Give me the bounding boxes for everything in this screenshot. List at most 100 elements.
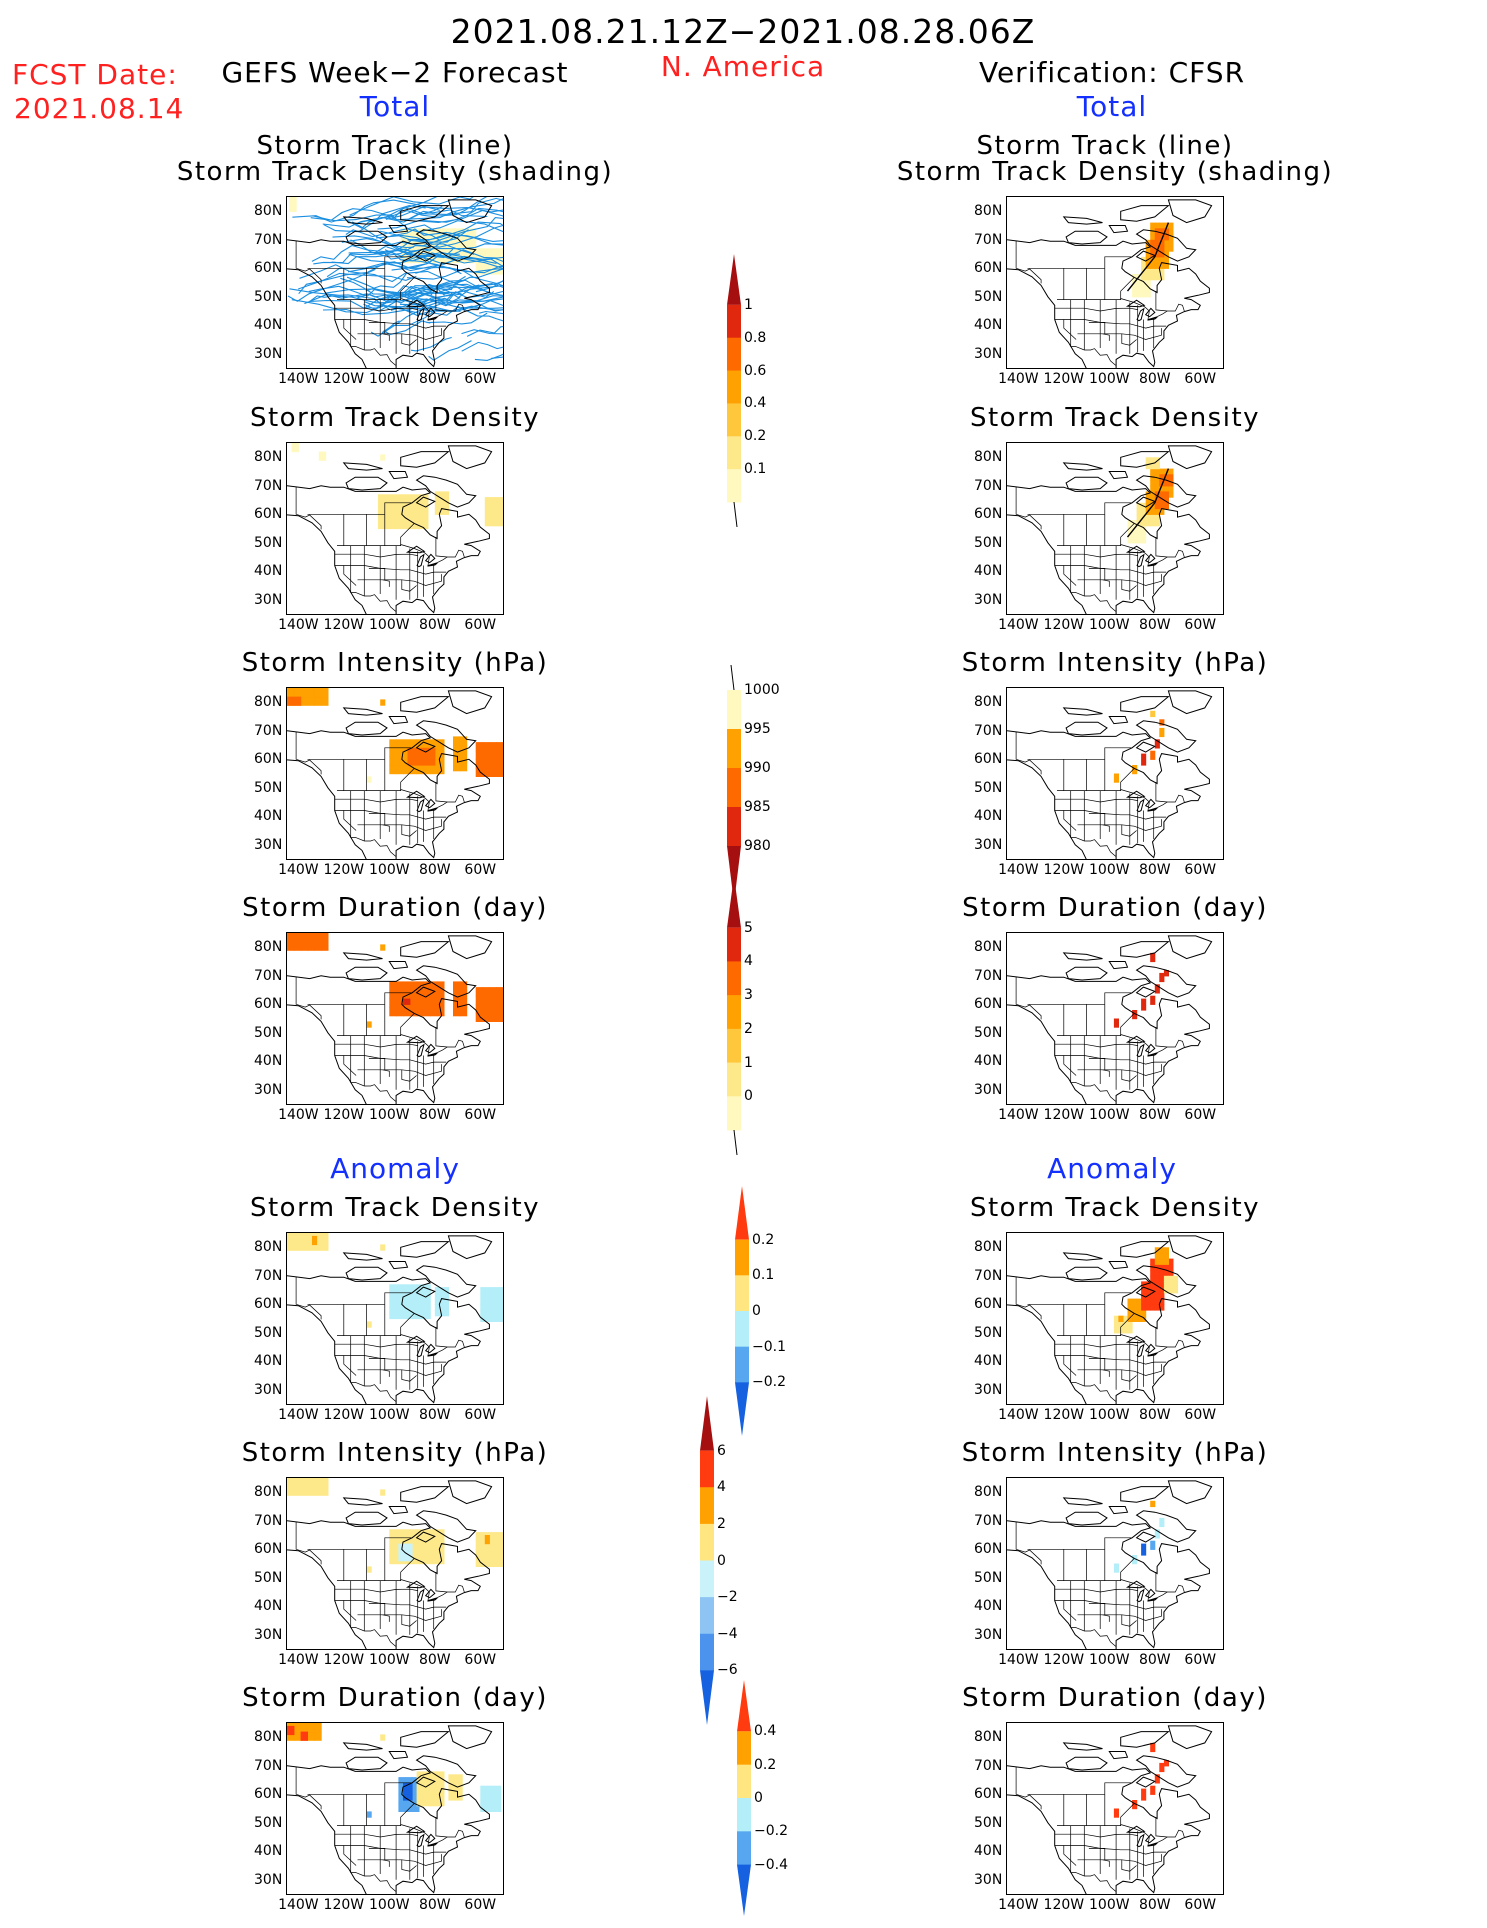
lat-tick-label: 40N bbox=[974, 1843, 1003, 1860]
shading-cell bbox=[498, 1298, 503, 1305]
shading-cell bbox=[1150, 1292, 1156, 1300]
shading-cell bbox=[293, 696, 302, 706]
shading-cell bbox=[396, 998, 404, 1008]
lon-tick-label: 60W bbox=[464, 1107, 497, 1123]
map-svg bbox=[1007, 1235, 1213, 1404]
shading-cell bbox=[1159, 485, 1165, 493]
shading-cell bbox=[409, 998, 418, 1008]
shading-cell bbox=[389, 1295, 395, 1302]
map-svg bbox=[287, 1478, 503, 1649]
shading-cell bbox=[409, 990, 418, 1000]
colorbar-label: 0.2 bbox=[752, 1231, 775, 1248]
shading-cell bbox=[416, 1295, 422, 1302]
shading-cell bbox=[493, 1794, 502, 1804]
colorbar-segment bbox=[737, 1680, 751, 1732]
shading-cell bbox=[389, 1290, 395, 1297]
shading-cell bbox=[412, 1307, 418, 1314]
lon-tick-label: 140W bbox=[998, 371, 1039, 387]
shading-cell bbox=[423, 1007, 431, 1017]
shading-cell bbox=[409, 494, 415, 501]
colorbar-density_anom bbox=[735, 1186, 749, 1436]
shading-cell bbox=[412, 1301, 418, 1308]
shading-cell bbox=[487, 1785, 495, 1795]
shading-cell bbox=[421, 228, 429, 238]
coastline bbox=[1007, 199, 1213, 368]
shading-cell bbox=[287, 941, 295, 951]
storm-track-line bbox=[311, 244, 407, 262]
shading-cell bbox=[1141, 998, 1147, 1011]
lon-tick-label: 80W bbox=[1138, 1897, 1171, 1913]
shading-cell bbox=[1141, 1543, 1147, 1556]
lat-tick-label: 40N bbox=[254, 1598, 283, 1615]
shading-cell bbox=[1150, 274, 1156, 281]
lon-tick-label: 140W bbox=[278, 1107, 319, 1123]
shading-cell bbox=[425, 1290, 431, 1297]
colorbar-label: 4 bbox=[717, 1479, 726, 1496]
lon-tick-label: 120W bbox=[1043, 1652, 1085, 1668]
shading-cell bbox=[412, 1785, 420, 1795]
shading-cell bbox=[403, 739, 411, 749]
colorbar-segment bbox=[700, 1396, 714, 1451]
shading-cell bbox=[1159, 228, 1165, 235]
shading-cell bbox=[1145, 245, 1151, 252]
lon-tick-label: 120W bbox=[323, 862, 365, 878]
shading-cell bbox=[1163, 1281, 1169, 1288]
shading-cell bbox=[430, 981, 438, 991]
shading-cell bbox=[430, 1771, 438, 1781]
shading-cell bbox=[453, 753, 461, 763]
lat-tick-label: 50N bbox=[974, 288, 1003, 305]
shading-cell bbox=[1127, 1304, 1133, 1311]
shading-cell bbox=[412, 1794, 420, 1804]
shading-cell bbox=[1154, 1292, 1160, 1300]
lat-tick-label: 50N bbox=[254, 534, 283, 551]
shading-cell bbox=[493, 1315, 499, 1322]
shading-cell bbox=[423, 1780, 431, 1790]
shading-cell bbox=[403, 1301, 409, 1308]
shading-cell bbox=[1163, 497, 1169, 504]
shading-cell bbox=[439, 1287, 445, 1294]
shading-cell bbox=[1132, 291, 1138, 298]
colorbar-label: 0 bbox=[752, 1303, 761, 1319]
shading-cell bbox=[448, 1782, 456, 1792]
shading-cell bbox=[396, 505, 402, 512]
political-boundaries bbox=[295, 1766, 465, 1892]
shading-cell bbox=[391, 494, 397, 501]
shading-cell bbox=[428, 236, 436, 247]
shading-cell bbox=[1113, 773, 1119, 783]
colorbar-segment bbox=[727, 337, 741, 372]
shading-cell bbox=[425, 1284, 431, 1291]
lon-tick-label: 100W bbox=[369, 1897, 410, 1913]
lon-tick-label: 100W bbox=[1089, 862, 1130, 878]
shading-cell bbox=[300, 1731, 308, 1741]
shading-cell bbox=[1154, 514, 1160, 521]
shading-cell bbox=[403, 998, 411, 1005]
shading-cell bbox=[1173, 1275, 1179, 1283]
shading-cell bbox=[389, 1301, 395, 1308]
shading-cell bbox=[1154, 480, 1160, 487]
shading-cell bbox=[391, 505, 397, 512]
shading-cell bbox=[484, 1292, 490, 1300]
shading-cell bbox=[428, 254, 436, 264]
storm-track-line bbox=[491, 356, 503, 359]
shading-cell bbox=[489, 1004, 497, 1014]
storm-track-line bbox=[1126, 222, 1170, 292]
shading-cell bbox=[496, 1012, 503, 1022]
shading-cell bbox=[293, 1723, 302, 1733]
shading-cell bbox=[293, 933, 302, 943]
shading-cell bbox=[407, 236, 415, 247]
colorbar-label: 3 bbox=[744, 987, 753, 1004]
shading-cell bbox=[1150, 222, 1156, 229]
shading-cell bbox=[389, 981, 397, 991]
shading-cell bbox=[1150, 1304, 1156, 1311]
shading-cell bbox=[1154, 984, 1160, 994]
colorbar-segment bbox=[727, 304, 741, 339]
shading-cell bbox=[300, 696, 308, 706]
shading-cell bbox=[307, 696, 315, 706]
track-title-shading-left: Storm Track Density (shading) bbox=[176, 157, 614, 187]
shading-cell bbox=[418, 522, 424, 530]
lon-tick-label: 60W bbox=[464, 862, 497, 878]
map-svg bbox=[287, 688, 503, 859]
shading-cell bbox=[321, 1478, 329, 1488]
lon-tick-label: 60W bbox=[1184, 371, 1217, 387]
shading-cell bbox=[287, 1241, 295, 1251]
